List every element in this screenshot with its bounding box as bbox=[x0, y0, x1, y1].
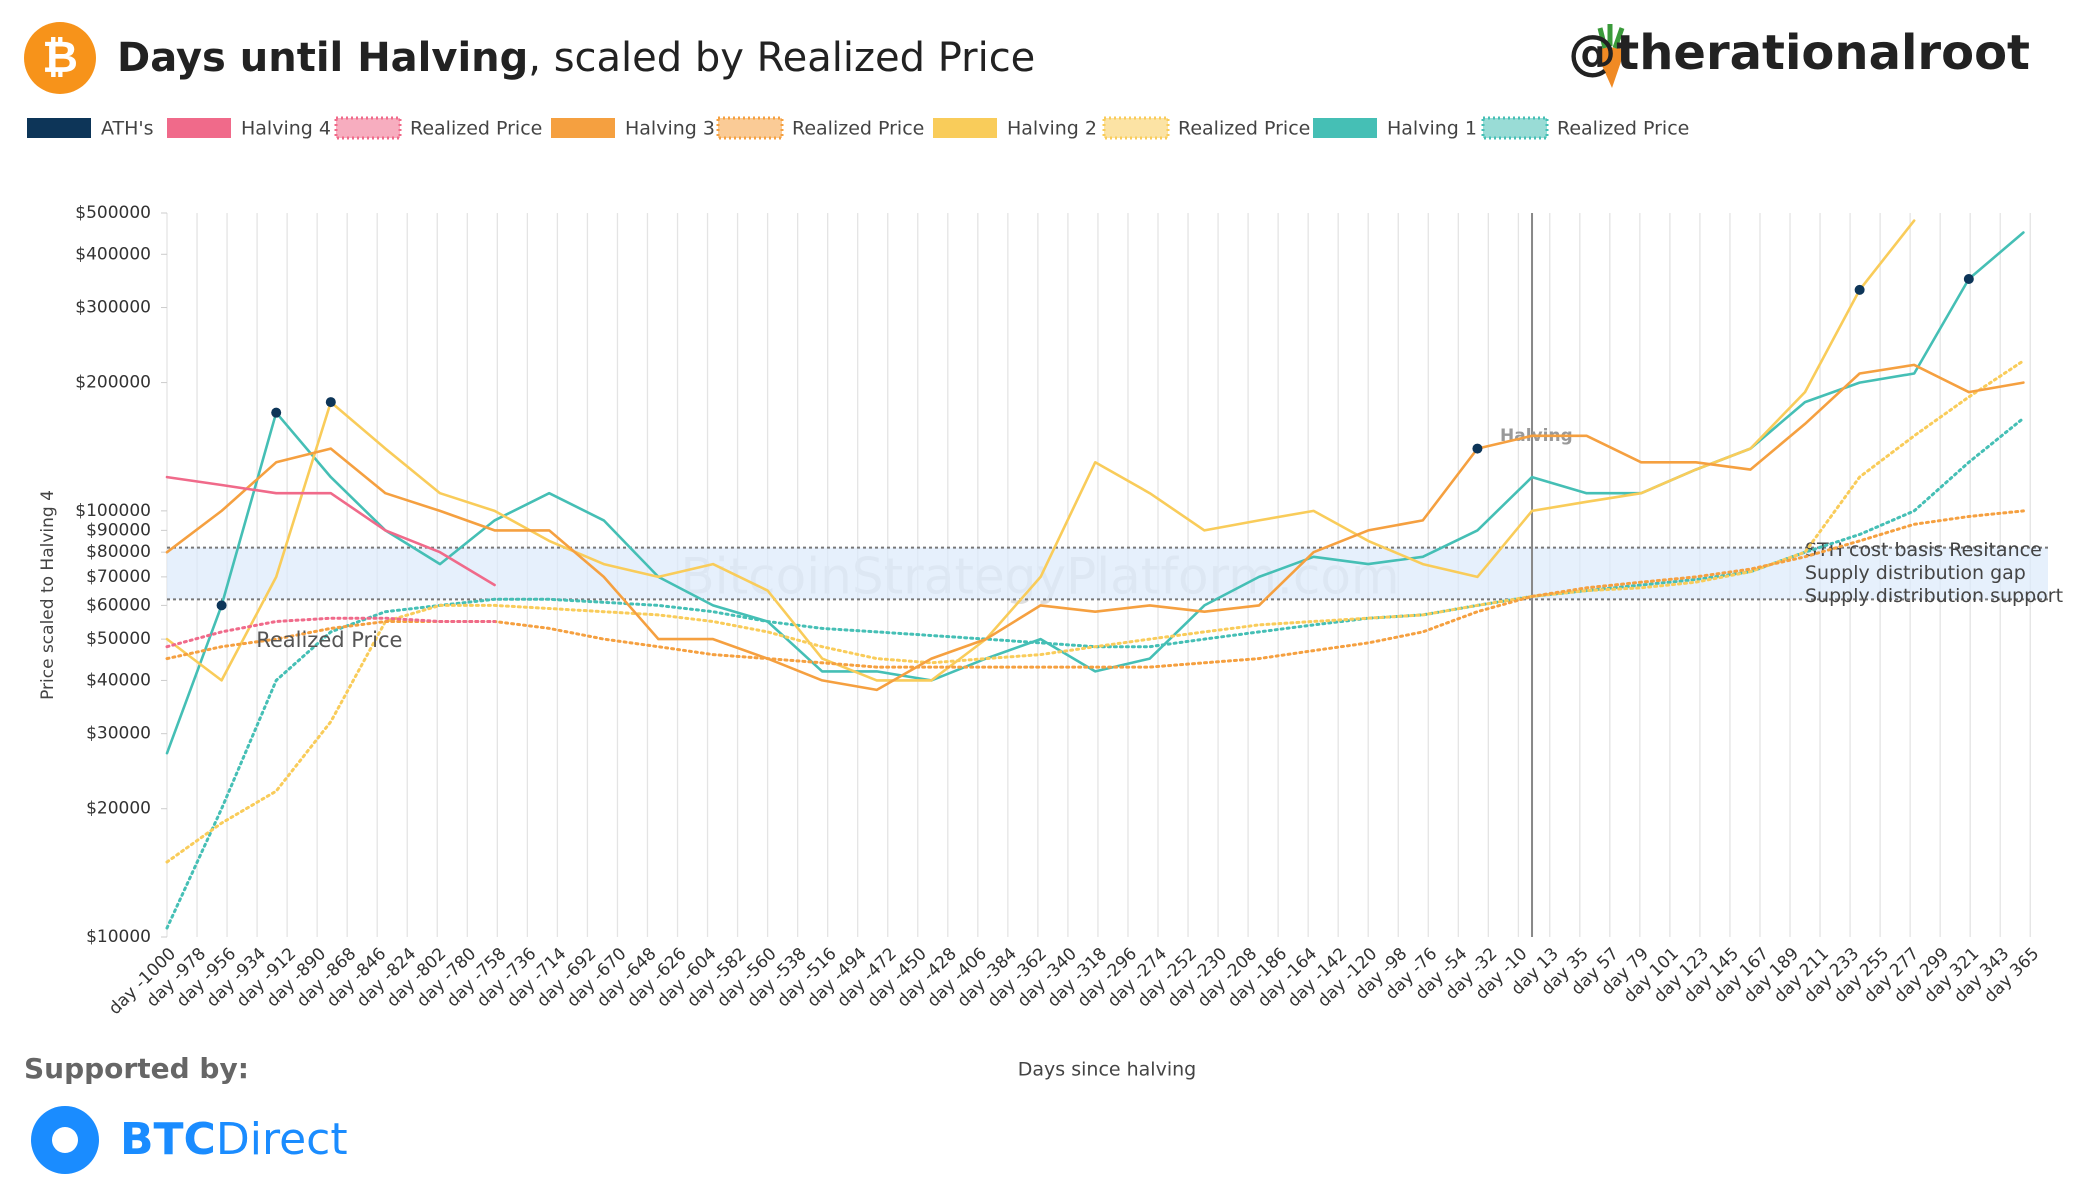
y-tick-label: $50000 bbox=[86, 629, 151, 649]
y-tick-label: $10000 bbox=[86, 927, 151, 947]
ath-marker bbox=[325, 397, 336, 408]
legend-label: Halving 4 bbox=[241, 118, 331, 140]
legend-item: Halving 3 bbox=[551, 118, 715, 140]
y-tick-label: $20000 bbox=[86, 799, 151, 819]
y-tick-label: $90000 bbox=[86, 520, 151, 540]
legend-swatch bbox=[718, 118, 782, 138]
legend-label: Halving 3 bbox=[625, 118, 715, 140]
realized-price-line bbox=[165, 359, 2025, 864]
legend-label: Realized Price bbox=[1178, 118, 1310, 140]
y-tick-label: $30000 bbox=[86, 724, 151, 744]
ath-marker bbox=[1854, 284, 1865, 295]
ath-marker bbox=[271, 407, 282, 418]
y-tick-label: $70000 bbox=[86, 567, 151, 587]
y-tick-label: $300000 bbox=[75, 298, 151, 318]
legend-swatch-border bbox=[716, 116, 784, 140]
legend-swatch bbox=[167, 118, 231, 138]
legend-label: Realized Price bbox=[410, 118, 542, 140]
legend-swatch bbox=[1104, 118, 1168, 138]
carrot-icon bbox=[1595, 24, 1625, 88]
ath-marker bbox=[1963, 274, 1974, 285]
price-line bbox=[165, 219, 1916, 682]
annotation: Realized Price bbox=[256, 628, 402, 652]
legend-item: Realized Price bbox=[1102, 116, 1310, 140]
legend-item: Halving 1 bbox=[1313, 118, 1477, 140]
ath-marker bbox=[216, 600, 227, 611]
band-label: STH cost basis Resitance bbox=[1805, 539, 2042, 561]
y-tick-label: $400000 bbox=[75, 244, 151, 264]
sponsor-bold: BTC bbox=[120, 1114, 216, 1165]
legend-item: ATH's bbox=[27, 118, 154, 140]
y-axis-title: Price scaled to Halving 4 bbox=[38, 490, 58, 700]
ath-marker bbox=[1472, 443, 1483, 454]
legend-swatch-border bbox=[1481, 116, 1549, 140]
price-line bbox=[165, 231, 2025, 755]
legend-swatch bbox=[336, 118, 400, 138]
band-label: Supply distribution gap bbox=[1805, 562, 2026, 584]
sponsor-logo-hole bbox=[52, 1127, 78, 1153]
legend-swatch bbox=[551, 118, 615, 138]
handle: @therationalroot bbox=[1568, 25, 2030, 81]
y-tick-label: $500000 bbox=[75, 203, 151, 223]
legend-swatch-border bbox=[1102, 116, 1170, 140]
legend-label: Halving 2 bbox=[1007, 118, 1097, 140]
bitcoin-logo bbox=[24, 22, 96, 94]
price-line bbox=[165, 363, 2025, 692]
y-tick-label: $100000 bbox=[75, 501, 151, 521]
x-axis-title: Days since halving bbox=[1018, 1059, 1196, 1081]
y-tick-label: $40000 bbox=[86, 670, 151, 690]
supported-by: Supported by: bbox=[24, 1052, 249, 1085]
title-rest: , scaled by Realized Price bbox=[528, 35, 1035, 81]
title-bold: Days until Halving bbox=[117, 35, 528, 81]
legend-item: Realized Price bbox=[1481, 116, 1689, 140]
legend-swatch bbox=[1483, 118, 1547, 138]
title: Days until Halving, scaled by Realized P… bbox=[117, 35, 1035, 81]
legend-item: Realized Price bbox=[334, 116, 542, 140]
realized-price-line bbox=[165, 616, 497, 649]
legend-item: Halving 4 bbox=[167, 118, 331, 140]
price-line bbox=[165, 475, 496, 587]
legend-swatch bbox=[27, 118, 91, 138]
legend-label: Realized Price bbox=[1557, 118, 1689, 140]
y-tick-label: $200000 bbox=[75, 373, 151, 393]
y-tick-label: $60000 bbox=[86, 595, 151, 615]
legend-label: Halving 1 bbox=[1387, 118, 1477, 140]
legend-label: ATH's bbox=[101, 118, 154, 140]
legend-item: Halving 2 bbox=[933, 118, 1097, 140]
bitcoin-symbol: ₿ bbox=[42, 32, 78, 83]
sponsor-rest: Direct bbox=[216, 1114, 348, 1165]
legend-swatch-border bbox=[334, 116, 402, 140]
band-label: Supply distribution support bbox=[1805, 585, 2063, 607]
legend-label: Realized Price bbox=[792, 118, 924, 140]
y-tick-label: $80000 bbox=[86, 542, 151, 562]
legend-swatch bbox=[933, 118, 997, 138]
legend-swatch bbox=[1313, 118, 1377, 138]
legend-item: Realized Price bbox=[716, 116, 924, 140]
sponsor: BTCDirect bbox=[120, 1114, 348, 1165]
